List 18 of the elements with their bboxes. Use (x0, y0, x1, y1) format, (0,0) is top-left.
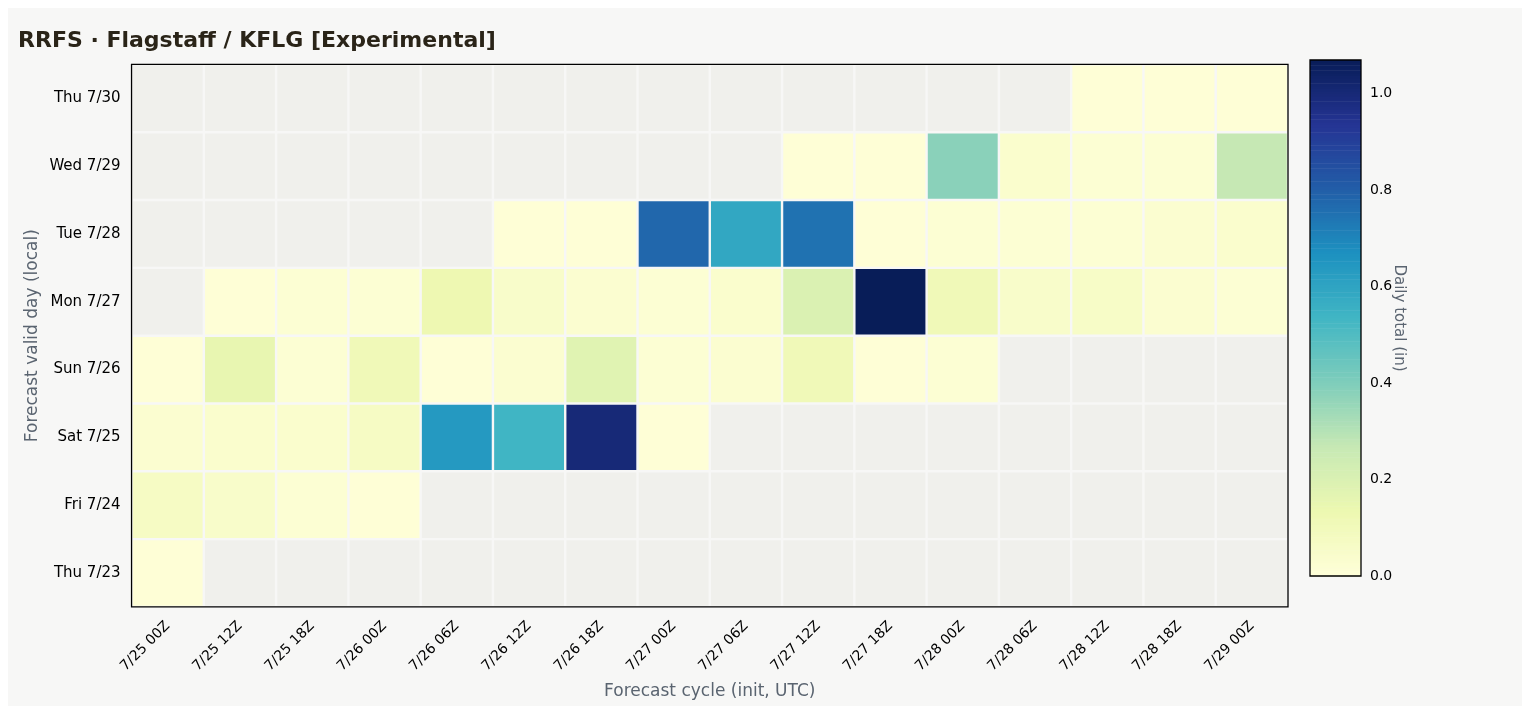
color-bar-label: 0.2 (1370, 470, 1393, 487)
color-bar-label: 1.0 (1370, 84, 1393, 101)
y-tick-label: Tue 7/28 (55, 223, 121, 242)
y-tick-label: Mon 7/27 (50, 291, 121, 310)
color-bar-label: 0.4 (1370, 373, 1393, 390)
y-tick-label: Sat 7/25 (57, 427, 121, 446)
y-tick-label: Thu 7/30 (52, 88, 121, 107)
y-tick-label: Sun 7/26 (53, 359, 121, 378)
y-tick-label: Fri 7/24 (64, 495, 121, 514)
x-axis-title: Forecast cycle (init, UTC) (604, 680, 816, 701)
color-bar-label: 0.8 (1370, 180, 1393, 197)
y-tick-label: Thu 7/23 (52, 562, 121, 581)
chart-title: RRFS · Flagstaff / KFLG [Experimental] (18, 26, 496, 52)
y-tick-label: Wed 7/29 (49, 156, 121, 175)
color-bar-label: 0.6 (1370, 277, 1393, 294)
color-bar-title: Daily total (in) (1391, 264, 1410, 372)
color-bar-label: 0.0 (1370, 566, 1393, 583)
y-axis-title: Forecast valid day (local) (20, 229, 41, 443)
